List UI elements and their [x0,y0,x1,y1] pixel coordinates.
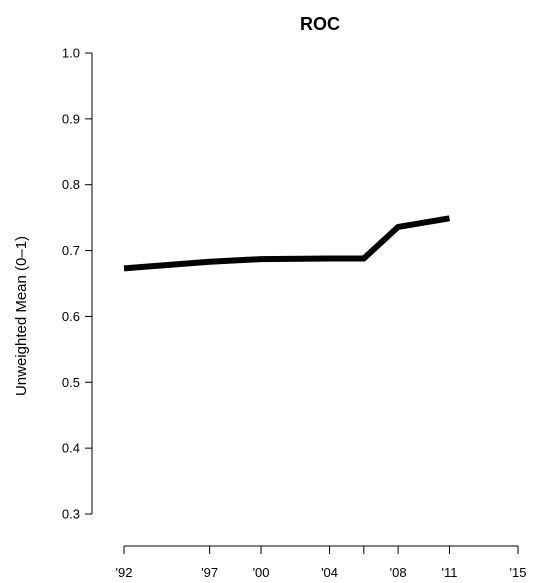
x-axis-ticks: '92 '97 '00 '04 '08 '11 '15 [116,546,527,580]
x-tick-label: '04 [321,565,338,580]
x-tick-label: '00 [253,565,270,580]
y-tick-label: 1.0 [62,46,80,61]
y-tick-label: 0.4 [62,441,80,456]
x-tick-label: '08 [390,565,407,580]
y-tick-label: 0.9 [62,111,80,126]
series-line [123,215,450,272]
x-tick-label: '11 [441,565,457,580]
x-tick-label: '97 [201,565,218,580]
y-tick-label: 0.6 [62,309,80,324]
y-tick-label: 0.8 [62,177,80,192]
y-tick-label: 0.5 [62,375,80,390]
series-group [123,215,450,272]
chart-title: ROC [300,14,340,34]
x-tick-label: '92 [116,565,133,580]
y-axis-ticks: 0.3 0.4 0.5 0.6 0.7 0.8 0.9 1.0 [62,46,92,522]
x-tick-label: '15 [510,565,527,580]
y-axis-label: Unweighted Mean (0–1) [13,236,30,396]
y-tick-label: 0.7 [62,243,80,258]
y-tick-label: 0.3 [62,507,80,522]
